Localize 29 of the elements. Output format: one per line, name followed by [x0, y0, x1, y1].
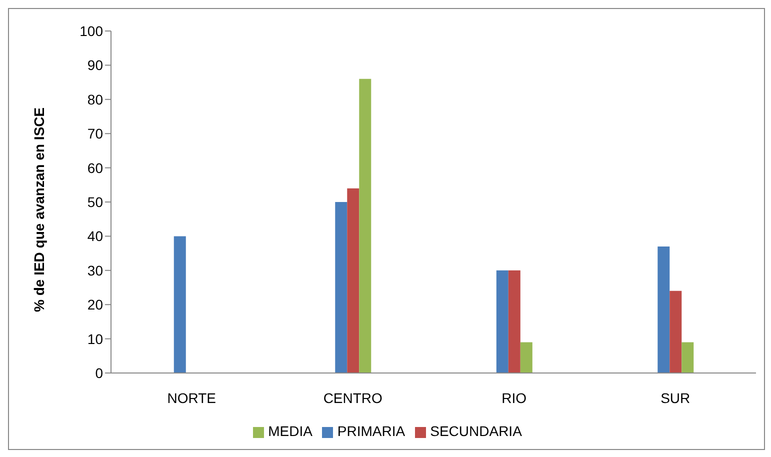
bar — [347, 188, 360, 373]
bar — [174, 236, 186, 373]
bar — [682, 342, 694, 373]
y-tick-label: 70 — [87, 126, 104, 142]
bar — [359, 78, 372, 373]
y-tick-label: 30 — [87, 262, 104, 278]
y-tick-label: 40 — [87, 228, 104, 244]
y-tick-label: 90 — [87, 57, 104, 74]
x-tick-label: SUR — [660, 390, 690, 406]
legend-label: MEDIA — [268, 423, 312, 439]
bar — [670, 290, 682, 373]
y-tick-label: 50 — [87, 194, 104, 210]
legend-label: PRIMARIA — [337, 423, 406, 439]
y-tick-label: 80 — [87, 91, 104, 108]
x-tick-label: CENTRO — [323, 390, 383, 406]
bar — [335, 202, 348, 373]
bar — [508, 270, 520, 373]
y-tick-label: 60 — [87, 160, 104, 176]
bar — [496, 270, 508, 373]
x-tick-label: NORTE — [167, 390, 216, 406]
y-tick-label: 10 — [87, 330, 104, 347]
x-tick-label: RIO — [502, 390, 527, 406]
legend-label: SECUNDARIA — [430, 423, 522, 439]
y-tick-label: 100 — [80, 22, 104, 39]
y-tick-label: 0 — [95, 364, 104, 381]
bar — [520, 342, 532, 373]
y-axis-title: % de IED que avanzan en ISCE — [30, 107, 47, 312]
bar — [658, 246, 670, 373]
y-tick-label: 20 — [87, 296, 104, 313]
